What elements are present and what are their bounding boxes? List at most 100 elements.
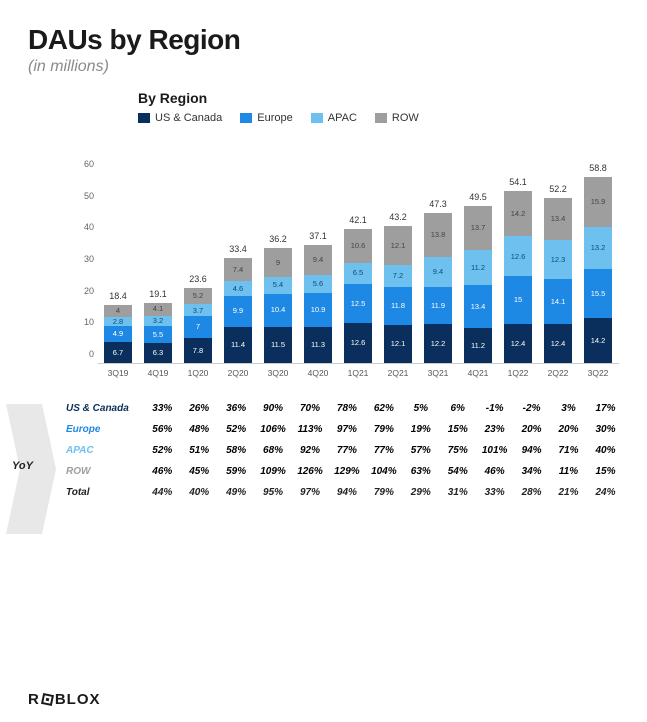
bar-segment-row: 13.4	[544, 198, 572, 240]
bar-segment-row: 13.7	[464, 206, 492, 249]
yoy-cell: 36%	[218, 398, 255, 419]
legend-label: US & Canada	[155, 112, 222, 124]
bar-value-label: 4.9	[113, 330, 123, 338]
bar-value-label: 6.7	[113, 349, 123, 357]
legend-label: APAC	[328, 112, 357, 124]
yoy-cell: 29%	[402, 482, 439, 503]
bar-total-label: 36.2	[264, 234, 292, 244]
bar-value-label: 4.1	[153, 305, 163, 313]
legend-swatch	[138, 113, 150, 123]
yoy-cell: 68%	[255, 440, 292, 461]
bar-segment-apac: 2.8	[104, 317, 132, 326]
bar-value-label: 11.3	[311, 341, 325, 349]
yoy-table: US & Canada33%26%36%90%70%78%62%5%6%-1%-…	[64, 398, 624, 503]
bar-value-label: 12.1	[391, 340, 406, 348]
y-tick: 0	[89, 349, 94, 359]
yoy-cell: 79%	[365, 482, 402, 503]
bar-value-label: 14.1	[551, 298, 566, 306]
bar-segment-row: 13.8	[424, 213, 452, 257]
roblox-logo: R BLOX	[28, 691, 101, 708]
x-tick-label: 2Q21	[388, 368, 409, 378]
yoy-cell: 90%	[255, 398, 292, 419]
bar-total-label: 58.8	[584, 163, 612, 173]
bar-segment-row: 12.1	[384, 226, 412, 264]
bar-segment-eu: 11.8	[384, 287, 412, 324]
legend: US & Canada Europe APAC ROW	[138, 112, 619, 124]
x-tick-label: 4Q21	[468, 368, 489, 378]
bar-segment-us: 11.5	[264, 327, 292, 363]
yoy-cell: 56%	[144, 419, 181, 440]
yoy-cell: 113%	[292, 419, 329, 440]
y-axis: 0102030405060	[78, 174, 98, 364]
bar-segment-apac: 11.2	[464, 250, 492, 285]
y-tick: 50	[84, 191, 94, 201]
x-tick-label: 2Q20	[228, 368, 249, 378]
bar-segment-apac: 7.2	[384, 265, 412, 288]
x-tick-label: 3Q20	[268, 368, 289, 378]
yoy-cell: 71%	[550, 440, 587, 461]
y-tick: 10	[84, 317, 94, 327]
legend-swatch	[311, 113, 323, 123]
yoy-cell: 59%	[218, 461, 255, 482]
legend-label: Europe	[257, 112, 292, 124]
x-tick-label: 3Q22	[588, 368, 609, 378]
bar-segment-us: 12.2	[424, 324, 452, 363]
bar-value-label: 10.9	[311, 306, 326, 314]
yoy-cell: 46%	[476, 461, 513, 482]
logo-square-icon	[41, 693, 54, 706]
yoy-cell: 94%	[513, 440, 550, 461]
bar-value-label: 13.4	[471, 303, 486, 311]
bar-segment-apac: 3.7	[184, 304, 212, 316]
bar-value-label: 7.8	[193, 347, 203, 355]
bar-segment-apac: 5.6	[304, 275, 332, 293]
bar-segment-eu: 5.5	[144, 326, 172, 343]
bar-total-label: 19.1	[144, 289, 172, 299]
bar-value-label: 11.2	[471, 342, 485, 350]
plot-area: 6.74.92.8418.46.35.53.24.119.17.873.75.2…	[98, 174, 619, 364]
yoy-cell: 79%	[365, 419, 402, 440]
x-axis: 3Q194Q191Q202Q203Q204Q201Q212Q213Q214Q21…	[98, 364, 619, 384]
bar-segment-eu: 10.9	[304, 293, 332, 328]
bar-value-label: 9	[276, 259, 280, 267]
logo-text-post: BLOX	[55, 691, 101, 708]
bar-total-label: 49.5	[464, 192, 492, 202]
bar-value-label: 5.5	[153, 331, 163, 339]
bar-group: 11.310.95.69.437.1	[304, 245, 332, 363]
bar-group: 12.612.56.510.642.1	[344, 229, 372, 363]
yoy-label: YoY	[12, 460, 33, 472]
yoy-cell: 101%	[476, 440, 513, 461]
bar-value-label: 12.4	[551, 340, 566, 348]
x-tick-label: 1Q21	[348, 368, 369, 378]
bar-segment-apac: 12.3	[544, 240, 572, 279]
bar-value-label: 11.8	[391, 302, 405, 310]
bar-segment-row: 4.1	[144, 303, 172, 316]
bar-segment-eu: 4.9	[104, 326, 132, 342]
legend-item: ROW	[375, 112, 419, 124]
yoy-cell: 94%	[328, 482, 365, 503]
yoy-cell: 57%	[402, 440, 439, 461]
bar-value-label: 7.4	[233, 266, 243, 274]
yoy-cell: 26%	[181, 398, 218, 419]
bar-segment-row: 7.4	[224, 258, 252, 281]
bar-segment-us: 11.4	[224, 327, 252, 363]
bar-segment-apac: 6.5	[344, 263, 372, 284]
bar-value-label: 6.5	[353, 269, 363, 277]
x-tick-label: 3Q21	[428, 368, 449, 378]
bar-segment-us: 14.2	[584, 318, 612, 363]
yoy-cell: 54%	[439, 461, 476, 482]
yoy-cell: 28%	[513, 482, 550, 503]
yoy-row-eu: Europe56%48%52%106%113%97%79%19%15%23%20…	[64, 419, 624, 440]
yoy-cell: 24%	[587, 482, 624, 503]
yoy-cell: 40%	[181, 482, 218, 503]
yoy-cell: 70%	[292, 398, 329, 419]
bar-total-label: 43.2	[384, 212, 412, 222]
x-tick-label: 4Q20	[308, 368, 329, 378]
bar-segment-eu: 13.4	[464, 285, 492, 327]
bar-value-label: 7.2	[393, 272, 403, 280]
bar-segment-us: 7.8	[184, 338, 212, 363]
bar-value-label: 15	[514, 296, 522, 304]
yoy-cell: 23%	[476, 419, 513, 440]
yoy-cell: 51%	[181, 440, 218, 461]
bar-segment-us: 12.1	[384, 325, 412, 363]
bar-value-label: 7	[196, 323, 200, 331]
